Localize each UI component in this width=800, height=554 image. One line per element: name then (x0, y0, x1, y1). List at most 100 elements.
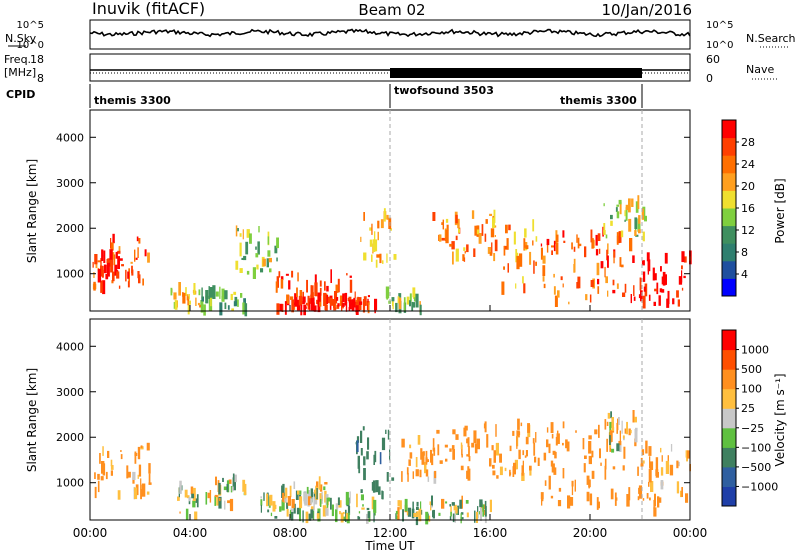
scatter-cell-v-10-3 (642, 460, 645, 464)
scatter-cell-p-3-18 (221, 288, 225, 302)
scatter-cell-v-7-28 (471, 442, 475, 448)
scatter-cell-v-9-73 (604, 419, 607, 430)
scatter-cell-p-5-42 (336, 305, 340, 309)
scatter-cell-p-12-15 (672, 298, 675, 305)
scatter-cell-p-3-27 (219, 286, 221, 299)
scatter-cell-p-10-9 (506, 238, 509, 250)
scatter-cell-v-9-2 (544, 480, 547, 486)
scatter-cell-v-10-7 (678, 461, 680, 467)
scatter-cell-p-9-44 (441, 237, 445, 241)
scatter-cell-v-10-16 (640, 463, 644, 467)
scatter-cell-p-1-9 (115, 251, 118, 259)
scatter-cell-v-8-28 (483, 504, 486, 510)
scatter-cell-p-3-19 (240, 293, 243, 298)
scatter-cell-p-10-26 (524, 228, 527, 238)
scatter-cell-v-4-11 (298, 490, 302, 495)
scatter-cell-p-4-18 (276, 257, 278, 262)
scatter-cell-v-8-49 (399, 500, 402, 510)
noise-tick-high-left: 10^5 (17, 20, 44, 31)
scatter-cell-v-0-38 (137, 474, 139, 479)
scatter-cell-p-5-29 (337, 278, 340, 293)
colorbar-label-v-6: −500 (741, 461, 771, 474)
scatter-cell-v-9-8 (638, 487, 640, 494)
scatter-cell-p-10-4 (532, 240, 534, 246)
scatter-cell-v-8-36 (395, 510, 398, 515)
scatter-cell-v-4-31 (299, 496, 303, 509)
scatter-cell-p-3-11 (242, 302, 245, 315)
scatter-cell-p-9-1 (484, 233, 487, 242)
scatter-cell-v-5-2 (360, 430, 363, 443)
scatter-cell-p-9-22 (442, 219, 444, 230)
scatter-cell-p-11-13 (613, 251, 615, 264)
scatter-cell-p-2-10 (187, 296, 190, 306)
scatter-cell-p-10-3 (505, 224, 508, 234)
scatter-cell-v-9-46 (645, 440, 648, 454)
scatter-cell-p-13-8 (616, 204, 620, 207)
scatter-cell-p-13-1 (644, 215, 647, 222)
scatter-cell-v-7-44 (522, 450, 525, 456)
scatter-cell-p-11-45 (551, 250, 553, 255)
scatter-cell-v-8-24 (461, 495, 463, 509)
scatter-cell-p-12-18 (676, 290, 679, 298)
scatter-cell-v-0-2 (138, 464, 142, 477)
scatter-cell-p-5-43 (310, 285, 312, 297)
scatter-cell-p-4-24 (255, 246, 257, 250)
scatter-cell-p-7-9 (393, 254, 397, 260)
scatter-cell-v-10-31 (669, 464, 674, 476)
scatter-cell-p-9-3 (464, 251, 466, 254)
scatter-cell-p-1-16 (105, 274, 109, 280)
scatter-cell-p-4-16 (260, 268, 264, 273)
nsky-label: N.Sky (5, 32, 37, 45)
scatter-cell-p-5-1 (363, 296, 367, 306)
scatter-cell-p-11-60 (597, 233, 601, 241)
scatter-cell-v-9-77 (597, 501, 600, 509)
scatter-cell-v-8-47 (418, 508, 422, 522)
scatter-cell-v-9-32 (591, 470, 595, 479)
scatter-cell-v-3-6 (260, 499, 263, 506)
scatter-cell-v-3-58 (342, 516, 346, 521)
scatter-cell-v-2-4 (224, 500, 226, 510)
scatter-cell-p-13-11 (625, 204, 629, 211)
colorbar-swatch-v-5 (722, 388, 736, 409)
scatter-cell-p-0-26 (138, 274, 141, 284)
scatter-cell-p-12-30 (654, 273, 657, 281)
scatter-cell-v-7-56 (514, 459, 518, 470)
scatter-cell-v-3-54 (373, 513, 375, 523)
scatter-cell-v-3-67 (335, 503, 339, 510)
noise-tick-high-right: 10^5 (706, 20, 733, 31)
scatter-cell-v-8-0 (455, 512, 457, 515)
scatter-cell-p-0-31 (100, 280, 103, 293)
scatter-cell-v-2-11 (229, 498, 234, 512)
scatter-cell-p-1-5 (102, 266, 104, 271)
scatter-cell-p-5-52 (362, 299, 366, 313)
scatter-cell-p-6-37 (324, 304, 328, 311)
scatter-cell-v-0-25 (148, 463, 151, 474)
scatter-cell-p-6-17 (333, 307, 337, 311)
scatter-cell-v-3-60 (325, 508, 329, 516)
scatter-cell-v-7-26 (491, 445, 494, 451)
scatter-cell-v-9-66 (612, 466, 616, 470)
scatter-cell-p-11-23 (602, 226, 604, 237)
scatter-cell-p-4-29 (274, 245, 278, 254)
scatter-cell-p-11-50 (595, 234, 598, 246)
scatter-cell-v-0-5 (97, 480, 100, 493)
scatter-cell-v-9-41 (574, 479, 576, 492)
scatter-cell-v-5-10 (385, 429, 387, 434)
scatter-cell-p-5-26 (319, 280, 322, 287)
scatter-cell-p-10-13 (540, 247, 543, 260)
scatter-cell-v-9-65 (594, 429, 598, 435)
scatter-cell-p-5-48 (314, 282, 318, 297)
scatter-cell-p-9-6 (473, 248, 476, 257)
scatter-cell-v-8-64 (430, 505, 433, 508)
scatter-cell-p-1-4 (127, 271, 130, 279)
scatter-cell-v-9-71 (551, 463, 555, 473)
scatter-cell-v-9-0 (582, 438, 585, 450)
scatter-cell-v-3-34 (322, 505, 327, 517)
scatter-cell-p-6-2 (342, 293, 345, 302)
cpid-label: CPID (6, 88, 35, 101)
scatter-cell-v-8-35 (457, 505, 459, 515)
scatter-cell-p-12-37 (664, 252, 668, 264)
scatter-cell-p-4-1 (258, 226, 260, 233)
scatter-cell-v-9-47 (600, 462, 602, 466)
